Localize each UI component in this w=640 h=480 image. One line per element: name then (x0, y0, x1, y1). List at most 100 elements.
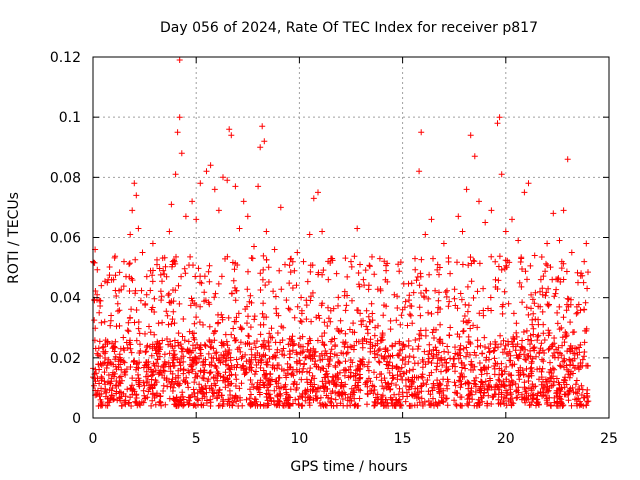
data-point (265, 279, 272, 285)
data-point (167, 338, 174, 345)
data-point (307, 379, 314, 386)
data-point (212, 363, 219, 370)
data-point (579, 386, 586, 393)
data-point (316, 400, 323, 406)
data-point (218, 311, 225, 318)
data-point (539, 365, 546, 372)
data-point (149, 341, 156, 348)
data-point (297, 360, 304, 367)
data-point-peak (376, 255, 383, 262)
data-point-peak (455, 213, 462, 220)
data-point (230, 399, 237, 406)
data-point (408, 303, 415, 310)
data-point (286, 306, 293, 313)
data-point (185, 338, 192, 345)
data-point (225, 350, 232, 357)
data-point (543, 378, 550, 385)
data-point (427, 391, 434, 398)
data-point (150, 360, 157, 367)
data-point (321, 319, 328, 326)
data-point (418, 395, 425, 402)
data-point-peak (178, 150, 185, 157)
data-point (574, 390, 581, 397)
data-point (406, 353, 413, 360)
data-point (260, 266, 267, 273)
data-point (165, 341, 172, 348)
data-point (213, 389, 220, 396)
data-point (123, 339, 130, 346)
data-point (421, 348, 428, 355)
data-point (176, 398, 183, 405)
data-point (320, 384, 327, 390)
data-point (198, 352, 204, 359)
data-point (136, 330, 143, 337)
data-point (170, 308, 177, 315)
data-point (465, 392, 472, 399)
data-point (133, 337, 140, 344)
data-point (224, 351, 231, 358)
data-point (291, 267, 298, 274)
data-point-peak (575, 279, 581, 286)
data-point (545, 332, 552, 339)
data-point (261, 382, 268, 389)
data-point-peak (531, 252, 538, 259)
data-point (364, 363, 371, 370)
data-point (430, 395, 436, 402)
data-point-peak (263, 228, 270, 235)
data-point (406, 367, 413, 374)
data-point (462, 365, 469, 372)
data-point (409, 374, 416, 381)
data-point (98, 385, 105, 392)
data-point-peak (215, 207, 222, 214)
data-point (392, 340, 399, 347)
data-point (433, 326, 439, 333)
data-point (474, 288, 481, 295)
data-point (443, 360, 450, 367)
data-point (292, 396, 299, 403)
data-point (509, 399, 516, 406)
data-point (476, 310, 483, 317)
data-point (415, 343, 422, 350)
data-point (487, 294, 494, 301)
data-point (553, 286, 560, 293)
data-point (412, 337, 419, 343)
data-point (533, 396, 540, 403)
data-point (431, 335, 437, 341)
data-point (535, 401, 542, 408)
data-point-peak (149, 240, 156, 247)
data-point (348, 385, 355, 392)
data-point (213, 349, 220, 356)
data-point (464, 308, 471, 315)
data-point (456, 377, 462, 384)
data-point (161, 351, 168, 358)
data-point (190, 386, 197, 393)
data-point-peak (467, 132, 474, 139)
data-point (528, 370, 534, 377)
data-point (470, 294, 477, 301)
data-point (422, 327, 429, 334)
data-point (308, 377, 315, 383)
data-point (222, 255, 228, 262)
data-point (516, 279, 523, 286)
data-point (519, 266, 525, 272)
data-point (575, 362, 582, 369)
data-point (213, 355, 220, 362)
data-point (184, 346, 191, 353)
data-point (367, 318, 374, 325)
data-point (363, 307, 370, 314)
data-point (169, 376, 176, 383)
y-tick-label: 0.06 (50, 231, 81, 247)
data-point (497, 332, 504, 339)
data-point (98, 377, 105, 384)
data-point (197, 303, 204, 310)
data-point (162, 401, 169, 408)
data-point (263, 256, 270, 263)
data-point (335, 294, 342, 301)
data-point (442, 289, 449, 296)
data-point (303, 316, 310, 323)
data-point (204, 378, 211, 385)
data-point (303, 302, 310, 309)
data-point (574, 402, 581, 409)
data-point (451, 295, 458, 302)
data-point (116, 351, 123, 358)
